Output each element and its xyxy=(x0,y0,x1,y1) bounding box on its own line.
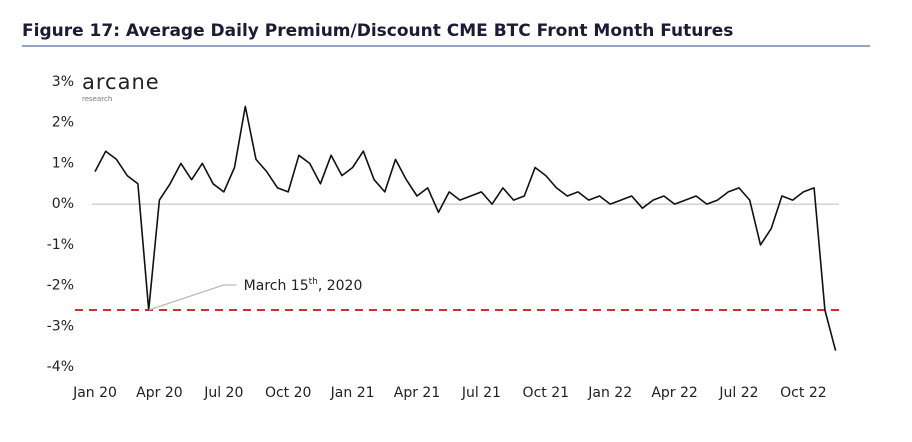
x-tick-label: Jul 21 xyxy=(461,385,501,401)
chart-title: Figure 17: Average Daily Premium/Discoun… xyxy=(22,21,733,41)
y-tick-label: 2% xyxy=(52,115,74,131)
annotation-part: th xyxy=(309,277,318,287)
x-tick-label: Apr 22 xyxy=(651,385,697,401)
y-tick-label: 3% xyxy=(52,74,74,90)
x-tick-label: Oct 21 xyxy=(523,385,569,401)
y-tick-label: 1% xyxy=(52,155,74,171)
x-tick-label: Jan 21 xyxy=(330,385,375,401)
x-tick-label: Jan 20 xyxy=(72,385,117,401)
x-tick-label: Oct 20 xyxy=(265,385,311,401)
logo-tagline: research xyxy=(82,95,112,103)
y-tick-label: -3% xyxy=(47,318,74,334)
y-tick-label: -2% xyxy=(47,278,74,294)
logo-name: arcane xyxy=(82,70,160,94)
x-tick-label: Jan 22 xyxy=(587,385,632,401)
annotation-part: , 2020 xyxy=(318,278,363,294)
x-tick-label: Oct 22 xyxy=(780,385,826,401)
annotation: March 15th, 2020 xyxy=(244,277,363,295)
annotation-part: March 15 xyxy=(244,278,309,294)
x-tick-label: Apr 21 xyxy=(394,385,440,401)
y-tick-label: 0% xyxy=(52,196,74,212)
y-tick-label: -4% xyxy=(47,359,74,375)
line-series xyxy=(94,105,837,351)
y-tick-label: -1% xyxy=(47,237,74,253)
x-tick-label: Jul 22 xyxy=(718,385,758,401)
x-tick-label: Jul 20 xyxy=(203,385,243,401)
annotation-leader xyxy=(148,284,237,311)
x-tick-label: Apr 20 xyxy=(136,385,182,401)
